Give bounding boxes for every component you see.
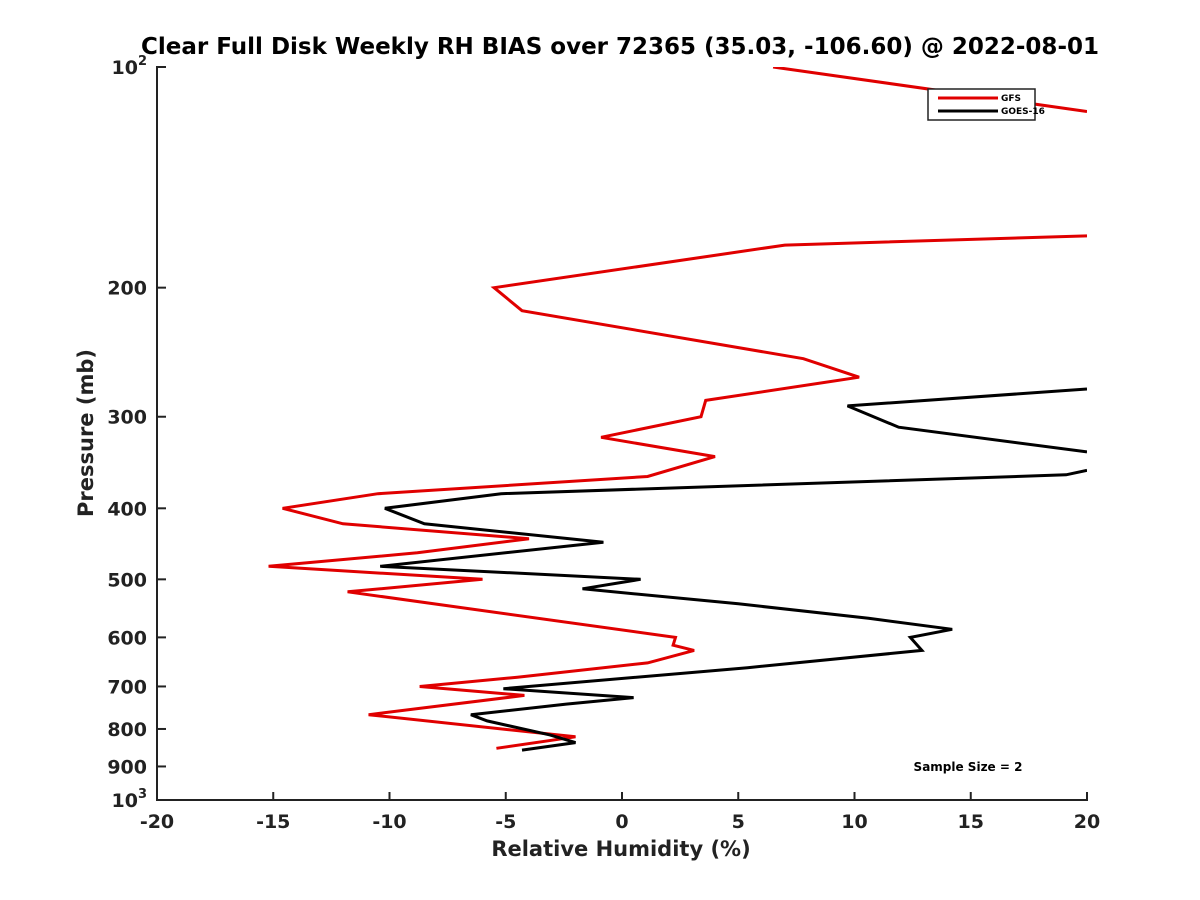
y-tick-label: 300: [107, 407, 147, 429]
legend-label-0: GFS: [1001, 94, 1021, 104]
y-axis-label: Pressure (mb): [74, 349, 98, 517]
x-tick-label: 0: [615, 811, 628, 833]
series-line-0: [268, 67, 1087, 750]
legend-box: [927, 88, 1036, 121]
x-tick-label: 5: [732, 811, 745, 833]
x-axis-label: Relative Humidity (%): [491, 837, 750, 861]
x-tick-label: 10: [841, 811, 867, 833]
y-tick-label: 800: [107, 719, 147, 741]
y-tick-label: 900: [107, 756, 147, 778]
x-tick-label: -15: [256, 811, 290, 833]
y-tick-label: 400: [107, 498, 147, 520]
legend: GFS GOES-16: [927, 88, 1045, 121]
x-tick-label: 20: [1074, 811, 1100, 833]
x-tick-label: -10: [372, 811, 406, 833]
y-tick-label: 600: [107, 627, 147, 649]
x-tick-label: 15: [958, 811, 984, 833]
y-axis-ticks: 102 200 300 400 500 600 700 800 900 103: [107, 54, 166, 812]
sample-size-annotation: Sample Size = 2: [914, 760, 1023, 774]
x-tick-label: -20: [140, 811, 174, 833]
y-tick-label: 700: [107, 676, 147, 698]
y-tick-label: 103: [112, 787, 148, 812]
y-tick-label: 102: [112, 54, 148, 79]
series-line-1: [380, 387, 1087, 752]
legend-label-1: GOES-16: [1001, 107, 1045, 117]
x-axis-ticks: -20 -15 -10 -5 0 5 10 15 20: [140, 792, 1100, 833]
chart-title: Clear Full Disk Weekly RH BIAS over 7236…: [141, 34, 1099, 60]
y-tick-label: 200: [107, 278, 147, 300]
y-tick-label: 500: [107, 569, 147, 591]
x-tick-label: -5: [495, 811, 516, 833]
series-lines: [268, 67, 1087, 752]
